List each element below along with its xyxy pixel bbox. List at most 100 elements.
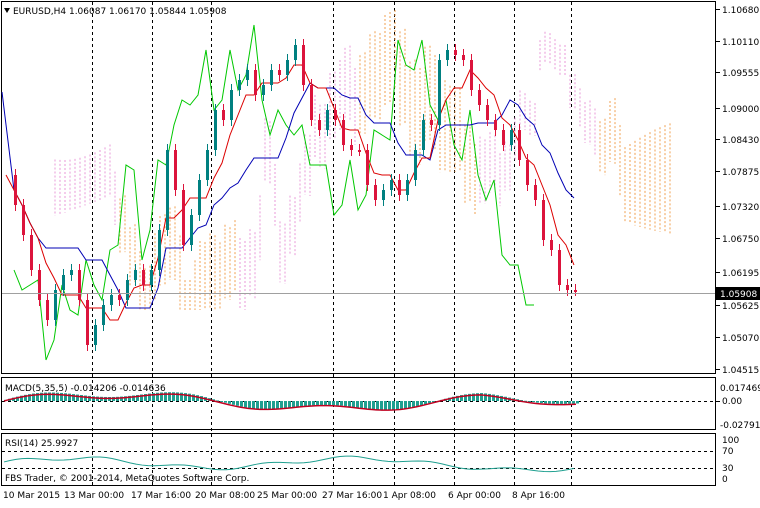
macd-histogram-bar: [548, 401, 551, 404]
candle-body[interactable]: [478, 90, 481, 105]
rsi-tick-0: 0: [722, 475, 728, 485]
macd-histogram-bar: [228, 401, 231, 404]
macd-histogram-bar: [84, 395, 87, 401]
macd-histogram-bar: [268, 401, 271, 410]
candle-body[interactable]: [70, 270, 73, 275]
candlesticks[interactable]: [14, 39, 577, 351]
candle-body[interactable]: [206, 150, 209, 180]
macd-histogram-bar: [172, 392, 175, 401]
candle-body[interactable]: [438, 60, 441, 125]
candle-body[interactable]: [150, 270, 153, 285]
candle-body[interactable]: [558, 250, 561, 285]
tenkan-sen-line: [5, 64, 575, 321]
candle-body[interactable]: [134, 270, 137, 280]
candle-body[interactable]: [398, 180, 401, 195]
candle-body[interactable]: [574, 290, 577, 292]
candle-body[interactable]: [166, 150, 169, 230]
candle-body[interactable]: [278, 70, 281, 75]
candle-body[interactable]: [358, 150, 361, 152]
macd-histogram-bar: [252, 401, 255, 409]
candle-body[interactable]: [190, 215, 193, 245]
candle-body[interactable]: [406, 180, 409, 195]
macd-histogram-bar: [220, 401, 223, 402]
candle-body[interactable]: [54, 290, 57, 320]
candle-body[interactable]: [46, 300, 49, 320]
macd-histogram-bar: [340, 401, 343, 406]
candle-body[interactable]: [390, 180, 393, 190]
candle-body[interactable]: [414, 150, 417, 180]
candle-body[interactable]: [262, 85, 265, 95]
candle-body[interactable]: [78, 270, 81, 300]
candle-body[interactable]: [14, 175, 17, 205]
candle-body[interactable]: [366, 150, 369, 185]
candle-body[interactable]: [142, 270, 145, 285]
candle-body[interactable]: [230, 90, 233, 120]
candle-body[interactable]: [310, 85, 313, 120]
candle-body[interactable]: [118, 295, 121, 300]
candle-body[interactable]: [246, 70, 249, 80]
candle-body[interactable]: [158, 230, 161, 270]
candle-body[interactable]: [374, 185, 377, 200]
macd-histogram-bar: [56, 392, 59, 401]
candle-body[interactable]: [222, 110, 225, 120]
candle-body[interactable]: [518, 130, 521, 160]
candle-body[interactable]: [470, 60, 473, 90]
candle-body[interactable]: [342, 120, 345, 145]
candle-body[interactable]: [294, 45, 297, 60]
macd-histogram-bar: [452, 396, 455, 401]
candle-body[interactable]: [550, 240, 553, 250]
candle-body[interactable]: [174, 150, 177, 190]
macd-histogram-bar: [284, 401, 287, 409]
candle-body[interactable]: [542, 200, 545, 240]
candle-body[interactable]: [94, 325, 97, 345]
macd-histogram-bar: [36, 393, 39, 401]
candle-body[interactable]: [318, 120, 321, 130]
macd-histogram-bar: [300, 401, 303, 407]
candle-body[interactable]: [254, 70, 257, 95]
candle-body[interactable]: [302, 45, 305, 85]
candle-body[interactable]: [286, 60, 289, 75]
macd-header: MACD(5,35,5) -0.014206 -0.014636: [5, 384, 166, 394]
candle-body[interactable]: [454, 50, 457, 55]
candle-body[interactable]: [86, 300, 89, 345]
candle-body[interactable]: [62, 275, 65, 290]
macd-histogram-bar: [528, 401, 531, 402]
candle-body[interactable]: [110, 295, 113, 305]
candle-body[interactable]: [22, 205, 25, 235]
candle-body[interactable]: [102, 305, 105, 325]
candle-body[interactable]: [462, 55, 465, 60]
candle-body[interactable]: [326, 110, 329, 130]
candle-body[interactable]: [446, 50, 449, 60]
candle-body[interactable]: [38, 270, 41, 300]
candle-body[interactable]: [182, 190, 185, 245]
candle-body[interactable]: [526, 160, 529, 185]
collapse-triangle-icon[interactable]: [4, 8, 10, 13]
candle-body[interactable]: [198, 180, 201, 215]
candle-body[interactable]: [350, 145, 353, 150]
macd-histogram-bar: [152, 393, 155, 401]
macd-histogram-bar: [260, 401, 263, 410]
macd-histogram-bar: [412, 401, 415, 408]
macd-histogram-bar: [292, 401, 295, 408]
macd-histogram-bar: [308, 401, 311, 406]
macd-histogram-bar: [560, 401, 563, 404]
candle-body[interactable]: [566, 285, 569, 290]
candle-body[interactable]: [494, 120, 497, 130]
candle-body[interactable]: [270, 70, 273, 85]
candle-body[interactable]: [422, 120, 425, 150]
candle-body[interactable]: [214, 110, 217, 150]
candle-body[interactable]: [534, 185, 537, 200]
candle-body[interactable]: [30, 235, 33, 270]
candle-body[interactable]: [126, 280, 129, 300]
candle-body[interactable]: [238, 80, 241, 90]
candle-body[interactable]: [486, 105, 489, 120]
candle-body[interactable]: [382, 190, 385, 200]
candle-body[interactable]: [334, 110, 337, 120]
macd-histogram-bar: [64, 393, 67, 401]
candle-body[interactable]: [502, 130, 505, 145]
macd-histogram-bar: [336, 401, 339, 406]
candle-body[interactable]: [430, 120, 433, 125]
candle-body[interactable]: [510, 130, 513, 145]
